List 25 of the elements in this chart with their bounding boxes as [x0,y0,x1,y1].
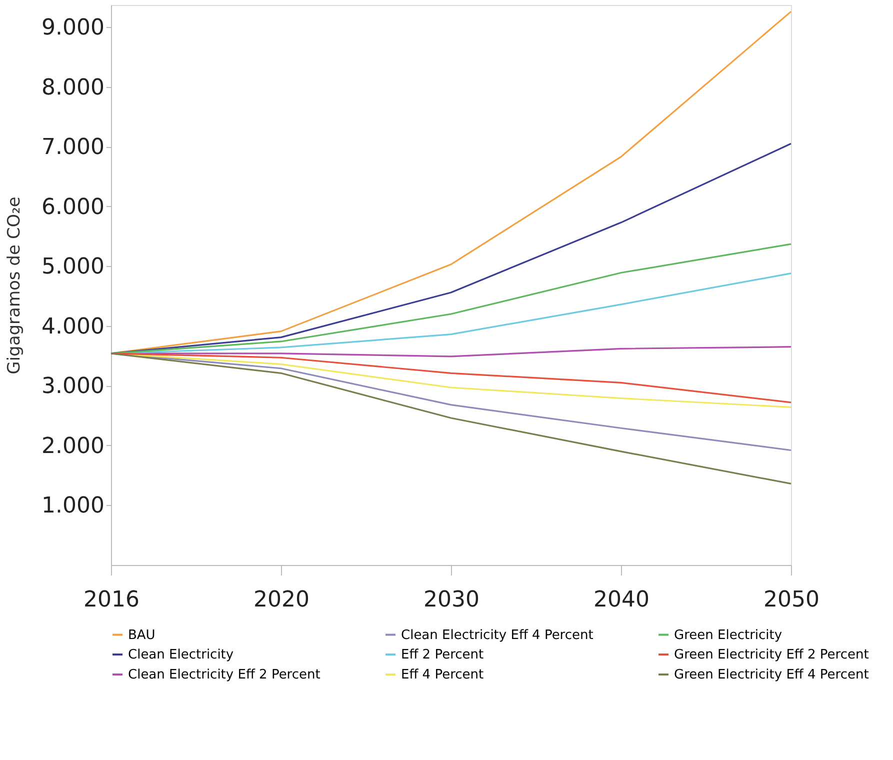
x-tick-label: 2050 [764,588,820,612]
legend-label: Green Electricity Eff 4 Percent [674,668,869,682]
line-series [110,352,792,485]
y-tick-label: 2.000 [42,434,104,459]
y-tick-label: 6.000 [42,194,104,220]
y-tick-label: 8.000 [42,75,104,100]
legend-label: Clean Electricity [128,648,234,662]
legend-label: Green Electricity [674,628,782,643]
x-tick-label: 2020 [254,588,310,612]
x-tick-label: 2030 [424,588,480,612]
legend-label: Eff 2 Percent [401,648,484,662]
y-tick-label: 4.000 [42,314,104,340]
legend-label: BAU [128,628,156,643]
legend-label: Clean Electricity Eff 2 Percent [128,668,320,682]
y-tick-label: 3.000 [42,374,104,400]
x-tick-label: 2040 [594,588,650,612]
y-tick-label: 7.000 [42,135,104,160]
legend-label: Clean Electricity Eff 4 Percent [401,628,594,643]
y-tick-label: 9.000 [42,16,104,41]
y-tick-label: 5.000 [42,254,104,280]
x-tick-label: 2016 [84,588,140,612]
legend-label: Eff 4 Percent [401,668,484,682]
y-axis-title: Gigagramos de CO₂e [4,196,25,374]
legend-label: Green Electricity Eff 2 Percent [674,648,869,662]
y-tick-label: 1.000 [42,494,104,519]
